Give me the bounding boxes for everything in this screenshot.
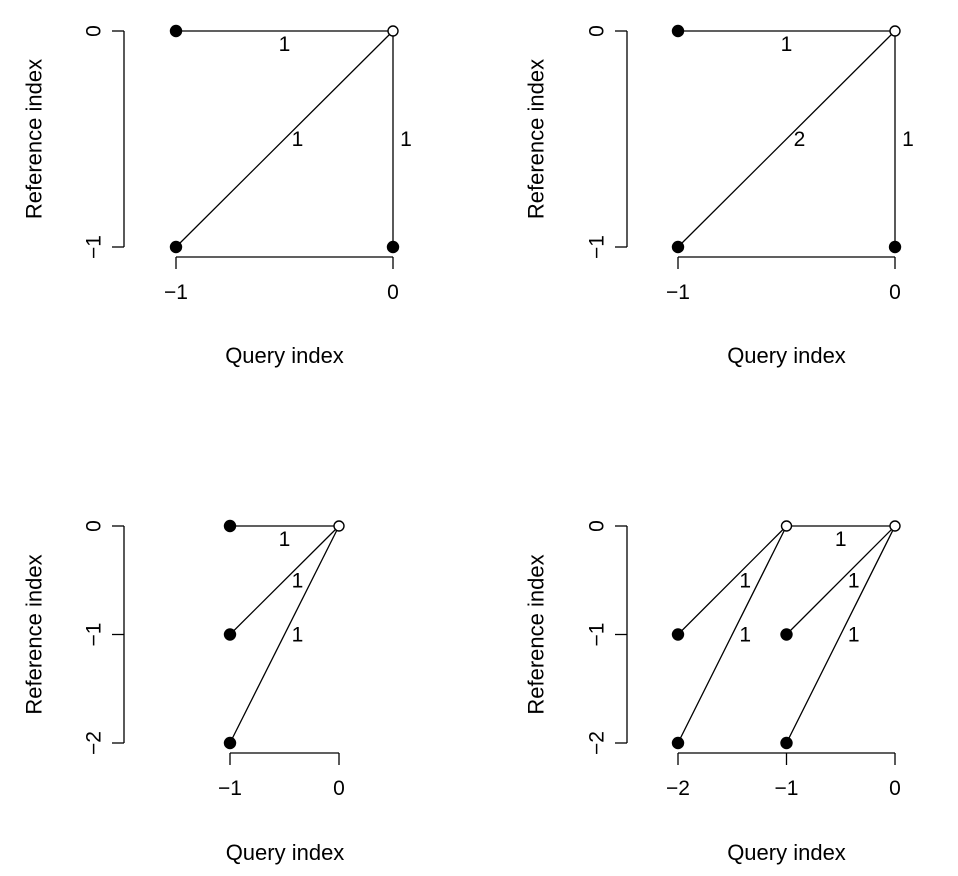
step-edge — [229, 525, 340, 635]
edge-weight-label: 1 — [739, 624, 751, 647]
edge-weight-label: 1 — [279, 33, 291, 56]
edge-weight-label: 1 — [848, 569, 860, 592]
panel-top-right: 0 −1 −1 0 Query index Reference index 1 2 1 — [524, 24, 914, 368]
x-tick-label: 0 — [333, 777, 345, 800]
edge-weight-label: 1 — [279, 528, 291, 551]
filled-node — [671, 628, 685, 641]
y-tick-label: 0 — [586, 25, 609, 37]
open-node — [889, 25, 901, 37]
edge-weight-label: 1 — [848, 624, 860, 647]
x-tick-label: −1 — [666, 281, 690, 304]
x-tick-label: −2 — [666, 777, 690, 800]
edge-weight-label: 1 — [739, 569, 751, 592]
filled-node — [671, 240, 685, 254]
step-edge — [229, 525, 340, 744]
step-edge — [677, 30, 896, 248]
x-axis-title: Query index — [226, 840, 345, 865]
open-node — [333, 520, 345, 532]
open-node — [387, 25, 399, 37]
filled-node — [780, 628, 793, 641]
y-tick-label: 0 — [83, 520, 106, 532]
y-tick-label: −1 — [586, 235, 609, 259]
edge-weight-label: 1 — [292, 569, 304, 592]
y-tick-label: −1 — [83, 623, 106, 647]
filled-node — [223, 628, 237, 641]
y-tick-label: −1 — [586, 623, 609, 647]
filled-node — [386, 240, 400, 254]
y-axis-title: Reference index — [22, 554, 47, 714]
filled-node — [223, 519, 237, 533]
step-edge — [677, 525, 787, 635]
filled-node — [223, 736, 237, 750]
filled-node — [780, 736, 793, 750]
filled-node — [888, 240, 902, 254]
y-axis-title: Reference index — [524, 59, 549, 219]
x-tick-label: −1 — [164, 281, 188, 304]
edge-weight-label: 1 — [835, 528, 847, 551]
open-node — [889, 520, 901, 532]
y-tick-label: −1 — [83, 235, 106, 259]
y-tick-label: 0 — [586, 520, 609, 532]
edge-weight-label: 1 — [781, 33, 793, 56]
filled-node — [169, 240, 183, 254]
y-tick-label: −2 — [83, 731, 106, 755]
x-tick-label: 0 — [387, 281, 399, 304]
x-axis-title: Query index — [727, 343, 846, 368]
step-edge — [786, 525, 896, 635]
x-axis-title: Query index — [727, 840, 846, 865]
y-tick-label: 0 — [83, 25, 106, 37]
filled-node — [169, 24, 183, 38]
x-tick-label: 0 — [889, 777, 901, 800]
y-axis-title: Reference index — [22, 59, 47, 219]
step-edge — [175, 30, 394, 248]
x-tick-label: −1 — [218, 777, 242, 800]
x-tick-label: −1 — [775, 777, 799, 800]
edge-weight-label: 1 — [292, 128, 304, 151]
open-node — [780, 520, 793, 532]
filled-node — [671, 24, 685, 38]
edge-weight-label: 1 — [400, 128, 412, 151]
edge-weight-label: 2 — [794, 128, 806, 151]
panel-top-left: 0 −1 −1 0 Query index Reference index 1 1 1 — [22, 24, 412, 368]
x-axis-title: Query index — [225, 343, 344, 368]
step-edge — [785, 525, 896, 744]
y-axis-title: Reference index — [524, 554, 549, 714]
edge-weight-label: 1 — [292, 624, 304, 647]
filled-node — [671, 736, 685, 750]
x-tick-label: 0 — [889, 281, 901, 304]
step-edge — [677, 525, 788, 744]
edge-weight-label: 1 — [902, 128, 914, 151]
y-tick-label: −2 — [586, 731, 609, 755]
